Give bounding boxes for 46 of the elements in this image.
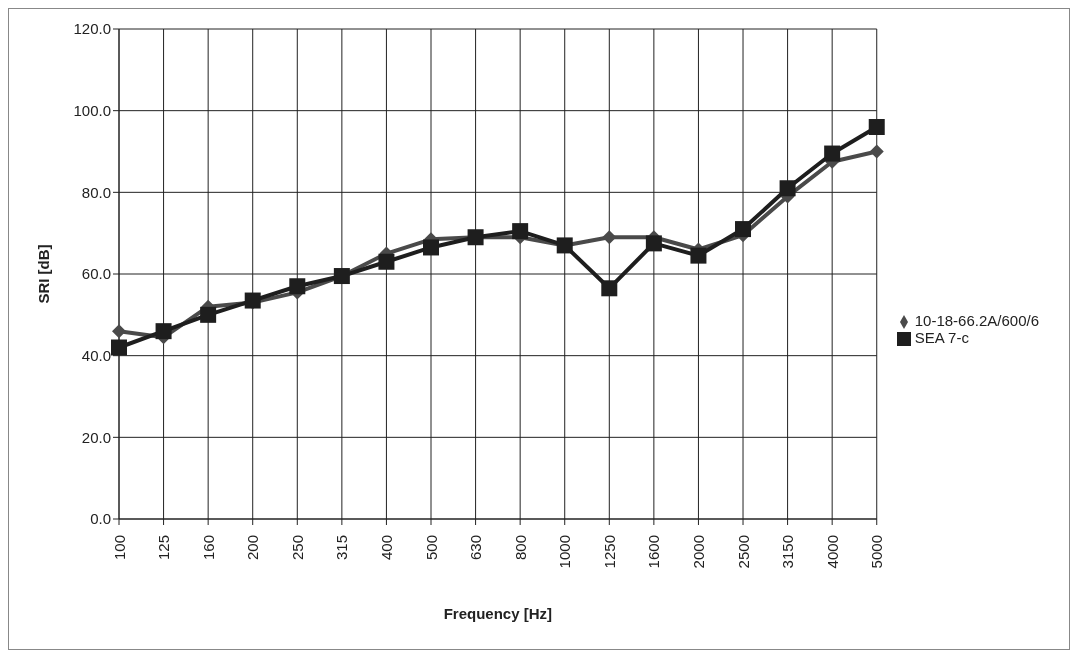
x-tick-label: 200: [244, 535, 262, 561]
legend-label: 10-18-66.2A/600/6: [914, 311, 1039, 329]
x-tick-label: 800: [511, 535, 529, 561]
point: [735, 221, 752, 238]
y-tick-label: 100.0: [73, 101, 111, 119]
x-tick-label: 250: [288, 535, 306, 561]
x-tick-label: 2000: [689, 535, 707, 569]
x-tick-label: 1000: [556, 535, 574, 569]
point: [869, 144, 884, 159]
point: [868, 119, 885, 135]
y-tick-label: 0.0: [90, 510, 111, 528]
legend-label: SEA 7-c: [914, 329, 969, 346]
x-axis-title: Frequency [Hz]: [443, 605, 553, 622]
y-tick-label: 80.0: [81, 183, 111, 201]
point: [512, 223, 529, 240]
y-tick-label: 60.0: [81, 265, 111, 283]
y-tick-label: 40.0: [81, 346, 111, 364]
x-tick-label: 5000: [868, 535, 886, 569]
point: [155, 323, 172, 340]
point: [690, 247, 707, 264]
point: [200, 306, 217, 323]
point: [111, 339, 127, 356]
x-tick-label: 125: [155, 535, 173, 561]
x-tick-label: 3150: [779, 535, 797, 569]
x-tick-label: 160: [199, 535, 217, 561]
point: [824, 145, 841, 162]
point: [645, 235, 662, 252]
x-tick-label: 4000: [823, 535, 841, 569]
y-tick-label: 120.0: [73, 20, 111, 38]
point: [601, 280, 618, 297]
point: [423, 239, 440, 256]
x-tick-label: 1600: [645, 535, 663, 569]
x-tick-label: 2500: [734, 535, 752, 569]
x-tick-label: 400: [377, 535, 395, 561]
x-tick-label: 315: [333, 535, 351, 561]
x-tick-label: 500: [422, 535, 440, 561]
y-axis-title: SRI [dB]: [35, 244, 53, 304]
point: [378, 253, 395, 270]
point: [779, 180, 796, 197]
point: [602, 230, 617, 245]
point: [289, 278, 306, 295]
x-tick-label: 1250: [600, 535, 618, 569]
x-tick-label: 630: [467, 535, 485, 561]
point: [112, 324, 126, 339]
x-tick-label: 100: [110, 535, 128, 561]
y-tick-label: 20.0: [81, 428, 111, 446]
